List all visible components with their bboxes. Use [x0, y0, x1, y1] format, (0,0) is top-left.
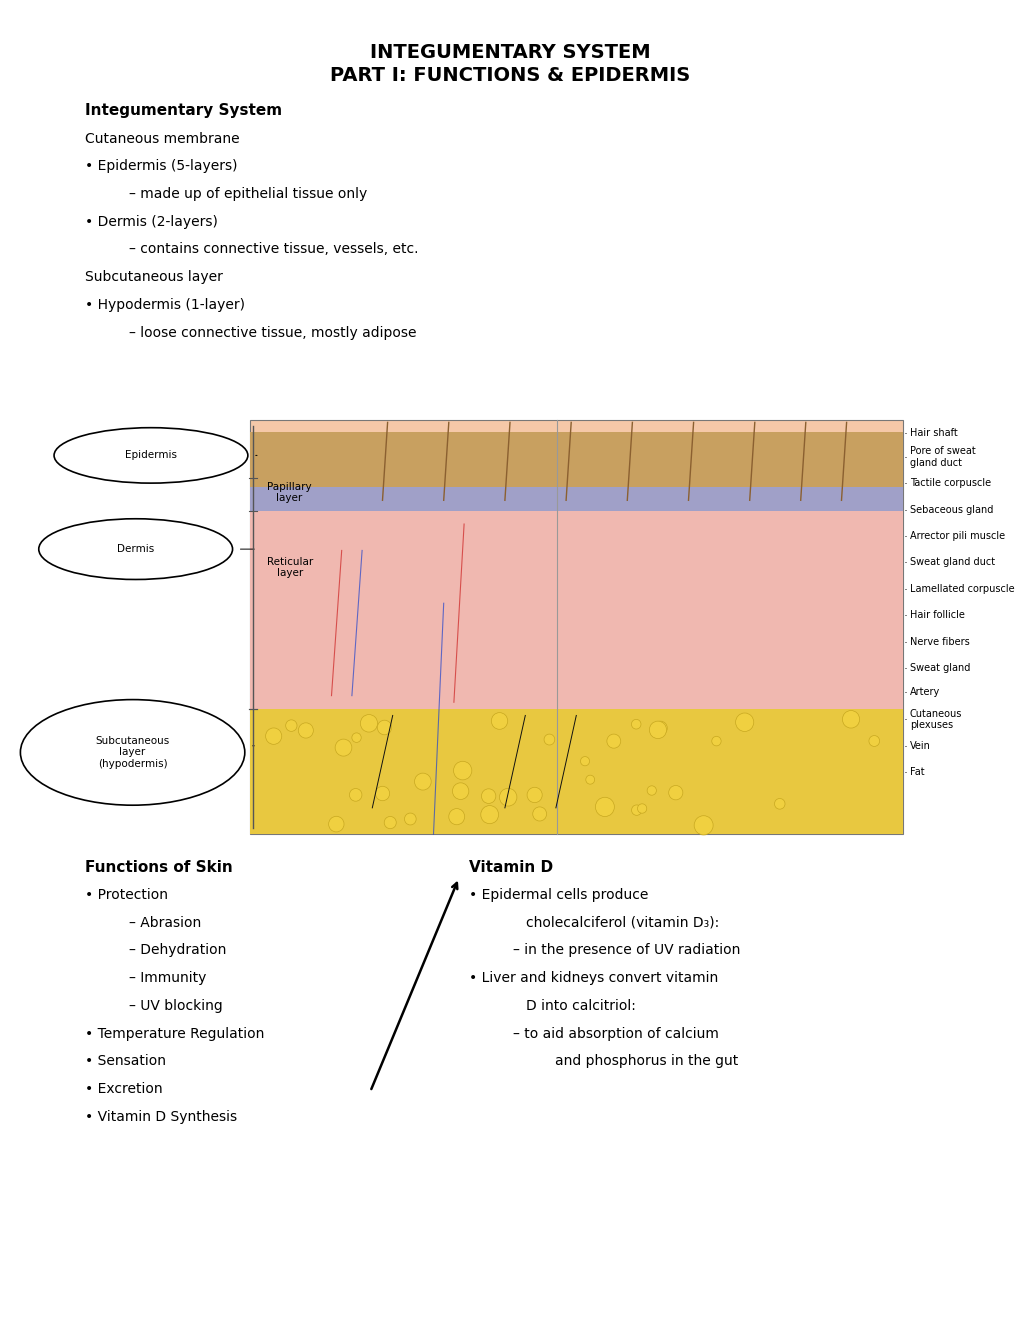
Bar: [250, 709, 902, 834]
Ellipse shape: [448, 809, 465, 825]
Ellipse shape: [499, 788, 517, 807]
Ellipse shape: [414, 774, 431, 791]
Ellipse shape: [649, 721, 665, 739]
Ellipse shape: [265, 727, 281, 744]
Ellipse shape: [39, 519, 232, 579]
Ellipse shape: [452, 783, 469, 800]
Ellipse shape: [480, 805, 498, 824]
Text: – UV blocking: – UV blocking: [128, 999, 222, 1012]
Ellipse shape: [405, 813, 416, 825]
Bar: [250, 432, 902, 487]
Text: Lamellated corpuscle: Lamellated corpuscle: [909, 583, 1014, 594]
Text: Arrector pili muscle: Arrector pili muscle: [909, 531, 1004, 541]
Ellipse shape: [668, 785, 682, 800]
Ellipse shape: [285, 719, 297, 731]
Text: Sweat gland duct: Sweat gland duct: [909, 557, 994, 568]
Text: • Epidermal cells produce: • Epidermal cells produce: [469, 888, 648, 902]
Ellipse shape: [481, 789, 495, 804]
Text: and phosphorus in the gut: and phosphorus in the gut: [554, 1055, 738, 1068]
Ellipse shape: [491, 713, 507, 730]
Text: • Liver and kidneys convert vitamin: • Liver and kidneys convert vitamin: [469, 972, 717, 985]
Ellipse shape: [532, 807, 546, 821]
Text: Dermis: Dermis: [117, 544, 154, 554]
Text: INTEGUMENTARY SYSTEM: INTEGUMENTARY SYSTEM: [369, 44, 650, 62]
Ellipse shape: [773, 799, 785, 809]
Ellipse shape: [585, 775, 594, 784]
Text: Papillary
layer: Papillary layer: [267, 482, 312, 503]
Text: PART I: FUNCTIONS & EPIDERMIS: PART I: FUNCTIONS & EPIDERMIS: [329, 66, 690, 84]
Ellipse shape: [543, 734, 554, 744]
Ellipse shape: [352, 733, 361, 742]
Text: – to aid absorption of calcium: – to aid absorption of calcium: [513, 1027, 718, 1040]
Ellipse shape: [653, 721, 666, 735]
Ellipse shape: [377, 721, 391, 735]
Ellipse shape: [527, 787, 542, 803]
Text: • Dermis (2-layers): • Dermis (2-layers): [85, 215, 217, 228]
Text: Artery: Artery: [909, 686, 940, 697]
Text: • Vitamin D Synthesis: • Vitamin D Synthesis: [85, 1110, 236, 1123]
Bar: [250, 487, 902, 511]
Text: Cutaneous
plexuses: Cutaneous plexuses: [909, 709, 961, 730]
Ellipse shape: [375, 787, 389, 801]
Text: Cutaneous membrane: Cutaneous membrane: [85, 132, 239, 145]
Ellipse shape: [580, 756, 589, 766]
Text: – Abrasion: – Abrasion: [128, 916, 201, 929]
Text: Subcutaneous
layer
(hypodermis): Subcutaneous layer (hypodermis): [96, 735, 169, 770]
Text: Functions of Skin: Functions of Skin: [85, 859, 232, 875]
Text: Vitamin D: Vitamin D: [469, 859, 552, 875]
Text: – Dehydration: – Dehydration: [128, 944, 225, 957]
Text: • Sensation: • Sensation: [85, 1055, 165, 1068]
Ellipse shape: [335, 739, 352, 756]
Text: – made up of epithelial tissue only: – made up of epithelial tissue only: [128, 187, 367, 201]
Text: – loose connective tissue, mostly adipose: – loose connective tissue, mostly adipos…: [128, 326, 416, 339]
Ellipse shape: [595, 797, 613, 817]
Ellipse shape: [328, 816, 343, 832]
Text: Fat: Fat: [909, 767, 923, 777]
Text: Reticular
layer: Reticular layer: [267, 557, 313, 578]
Ellipse shape: [842, 710, 859, 729]
Text: – in the presence of UV radiation: – in the presence of UV radiation: [513, 944, 740, 957]
Text: Sweat gland: Sweat gland: [909, 663, 969, 673]
Text: D into calcitriol:: D into calcitriol:: [526, 999, 636, 1012]
Ellipse shape: [637, 804, 646, 813]
Text: Pore of sweat
gland duct: Pore of sweat gland duct: [909, 446, 974, 467]
Text: – contains connective tissue, vessels, etc.: – contains connective tissue, vessels, e…: [128, 243, 418, 256]
Ellipse shape: [694, 816, 712, 836]
Text: • Excretion: • Excretion: [85, 1082, 162, 1096]
Ellipse shape: [646, 785, 656, 795]
Ellipse shape: [360, 714, 377, 733]
Text: Hair shaft: Hair shaft: [909, 428, 957, 438]
Ellipse shape: [54, 428, 248, 483]
Text: Integumentary System: Integumentary System: [85, 103, 281, 119]
Ellipse shape: [711, 737, 720, 746]
Ellipse shape: [384, 817, 395, 829]
Ellipse shape: [350, 788, 362, 801]
Text: Hair follicle: Hair follicle: [909, 610, 964, 620]
Ellipse shape: [631, 805, 641, 816]
Bar: [250, 511, 902, 709]
Text: • Temperature Regulation: • Temperature Regulation: [85, 1027, 264, 1040]
Ellipse shape: [735, 713, 753, 731]
Text: cholecalciferol (vitamin D₃):: cholecalciferol (vitamin D₃):: [526, 916, 718, 929]
Text: Nerve fibers: Nerve fibers: [909, 636, 969, 647]
Text: Sebaceous gland: Sebaceous gland: [909, 504, 993, 515]
Ellipse shape: [453, 762, 472, 780]
Ellipse shape: [606, 734, 621, 748]
Text: Epidermis: Epidermis: [125, 450, 176, 461]
Ellipse shape: [868, 735, 878, 746]
Text: – Immunity: – Immunity: [128, 972, 206, 985]
Text: Tactile corpuscle: Tactile corpuscle: [909, 478, 990, 488]
Ellipse shape: [20, 700, 245, 805]
Text: • Epidermis (5-layers): • Epidermis (5-layers): [85, 160, 237, 173]
Text: • Hypodermis (1-layer): • Hypodermis (1-layer): [85, 298, 245, 312]
Text: Subcutaneous layer: Subcutaneous layer: [85, 271, 222, 284]
Ellipse shape: [631, 719, 640, 729]
Ellipse shape: [298, 723, 313, 738]
Text: • Protection: • Protection: [85, 888, 167, 902]
Text: Vein: Vein: [909, 741, 929, 751]
Bar: [250, 420, 902, 834]
